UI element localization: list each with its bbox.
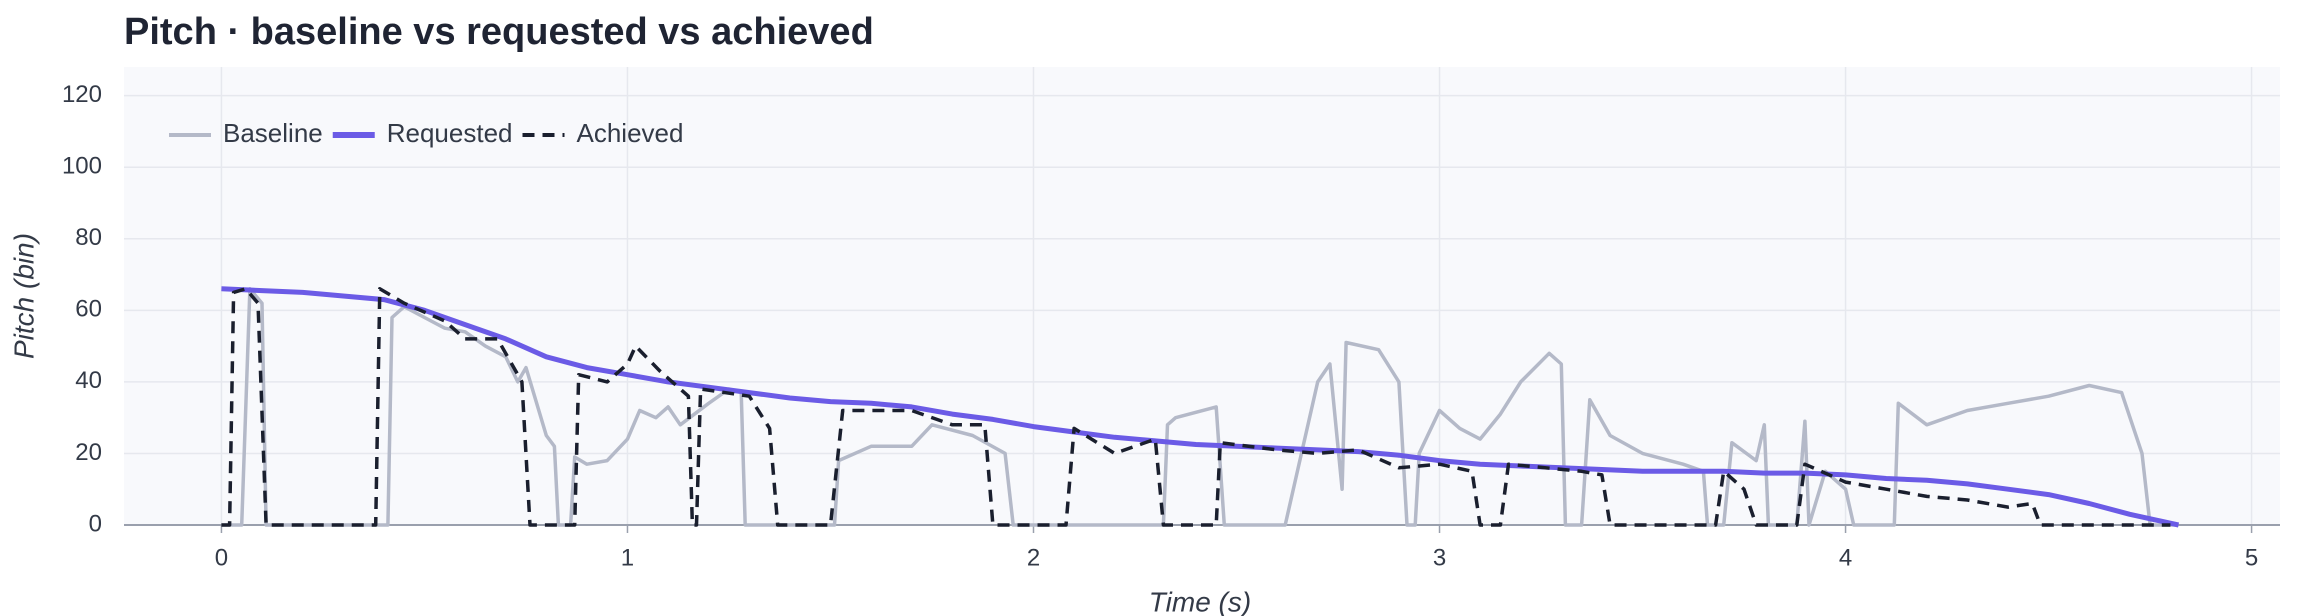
y-tick-label: 60: [75, 296, 102, 323]
y-tick-label: 40: [75, 367, 102, 394]
series-line: [221, 287, 2179, 527]
y-tick-label: 20: [75, 439, 102, 466]
legend-label: Requested: [387, 118, 513, 148]
chart-title: Pitch · baseline vs requested vs achieve…: [124, 11, 874, 53]
x-tick-label: 1: [621, 544, 634, 571]
x-tick-label: 2: [1027, 544, 1040, 571]
y-tick-label: 0: [89, 510, 102, 537]
x-tick-label: 3: [1433, 544, 1446, 571]
y-tick-label: 100: [62, 153, 102, 180]
series-line: [221, 287, 2171, 527]
y-tick-label: 120: [62, 81, 102, 108]
x-axis-title: Time (s): [1149, 586, 1251, 616]
legend-label: Achieved: [577, 118, 684, 148]
y-axis-title: Pitch (bin): [8, 233, 39, 359]
x-tick-label: 5: [2245, 544, 2258, 571]
plot-background: [124, 67, 2280, 525]
series-line: [221, 286, 2180, 528]
x-tick-label: 0: [215, 544, 228, 571]
legend-label: Baseline: [223, 118, 323, 148]
y-tick-label: 80: [75, 224, 102, 251]
x-tick-label: 4: [1839, 544, 1852, 571]
